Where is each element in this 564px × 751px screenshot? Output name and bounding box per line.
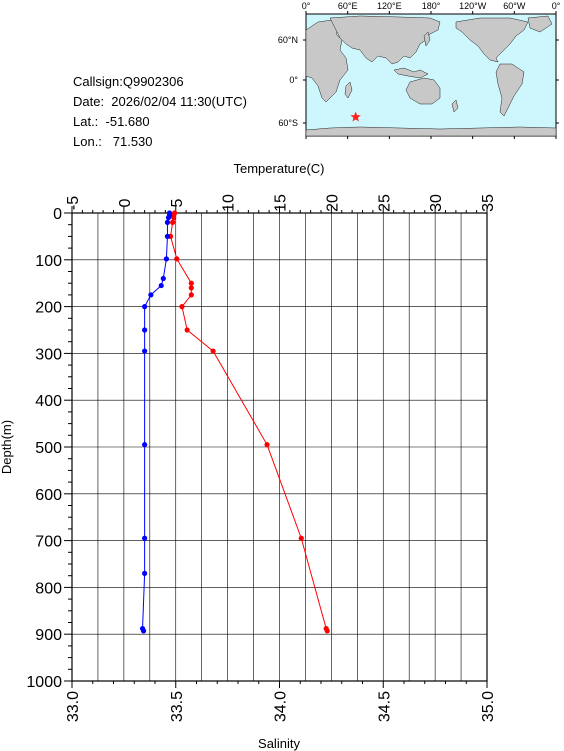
longitude-label: Lon.: 71.530 [73,134,153,149]
temperature-point [171,215,177,221]
temperature-point [170,219,176,225]
temperature-tick-label: -5 [65,196,82,210]
depth-tick-label: 600 [35,487,62,504]
depth-tick-label: 0 [53,206,62,223]
depth-tick-label: 200 [35,300,62,317]
profile-series [139,210,330,634]
temperature-point [264,442,270,448]
depth-tick-label: 300 [35,346,62,363]
temperature-point [298,535,304,541]
salinity-point [142,570,148,576]
temperature-tick-label: 30 [428,194,445,212]
salinity-tick-label: 33.5 [169,691,186,722]
temperature-tick-label: 5 [169,198,186,207]
salinity-point [148,292,154,298]
salinity-point [160,275,166,282]
salinity-point [165,215,172,221]
temperature-axis: -5 0 5 10 15 20 25 30 35 [65,194,497,213]
salinity-point [164,219,171,225]
depth-tick-label: 500 [35,440,62,457]
salinity-point [142,327,148,333]
temperature-point [188,280,194,286]
depth-tick-label: 800 [35,580,62,597]
temperature-point [188,285,194,291]
temperature-point [184,327,190,333]
salinity-point [163,256,170,262]
temperature-point [179,304,185,310]
temperature-axis-title: Temperature(C) [233,161,324,176]
temperature-tick-label: 15 [273,194,290,212]
chart-grid [71,212,488,682]
salinity-point [142,442,148,448]
latitude-label: Lat.: -51.680 [73,114,150,129]
depth-tick-label: 400 [35,393,62,410]
profile-info: Callsign:Q9902306 Date: 2026/02/04 11:30… [73,72,247,152]
salinity-point [158,282,164,289]
salinity-point [140,628,147,634]
temperature-tick-label: 20 [324,194,341,212]
depth-axis: 0 100 200 300 400 500 600 700 800 900 1000 [26,206,72,691]
temperature-tick-label: 25 [376,194,393,212]
temperature-point [188,292,194,298]
salinity-tick-label: 35.0 [480,691,497,722]
temperature-point [174,256,180,262]
temperature-point [324,628,330,634]
callsign-label: Callsign:Q9902306 [73,74,184,89]
salinity-point [142,535,148,541]
depth-tick-label: 700 [35,534,62,551]
date-label: Date: 2026/02/04 11:30(UTC) [73,94,247,109]
salinity-tick-label: 34.0 [273,691,290,722]
salinity-line [142,213,171,632]
depth-axis-title: Depth(m) [0,420,14,474]
depth-tick-label: 100 [35,253,62,270]
temperature-tick-label: 35 [480,194,497,212]
temperature-line [170,212,328,632]
salinity-point [142,304,148,310]
salinity-tick-label: 33.0 [65,691,82,722]
salinity-tick-label: 34.5 [376,691,393,722]
salinity-axis: 33.0 33.5 34.0 34.5 35.0 [65,681,497,722]
temperature-tick-label: 0 [117,198,134,207]
depth-tick-label: 1000 [26,674,62,691]
salinity-point [142,348,148,354]
salinity-axis-title: Salinity [258,736,300,751]
temperature-point [210,348,216,354]
salinity-point [164,233,171,239]
temperature-tick-label: 10 [221,194,238,212]
depth-tick-label: 900 [35,627,62,644]
